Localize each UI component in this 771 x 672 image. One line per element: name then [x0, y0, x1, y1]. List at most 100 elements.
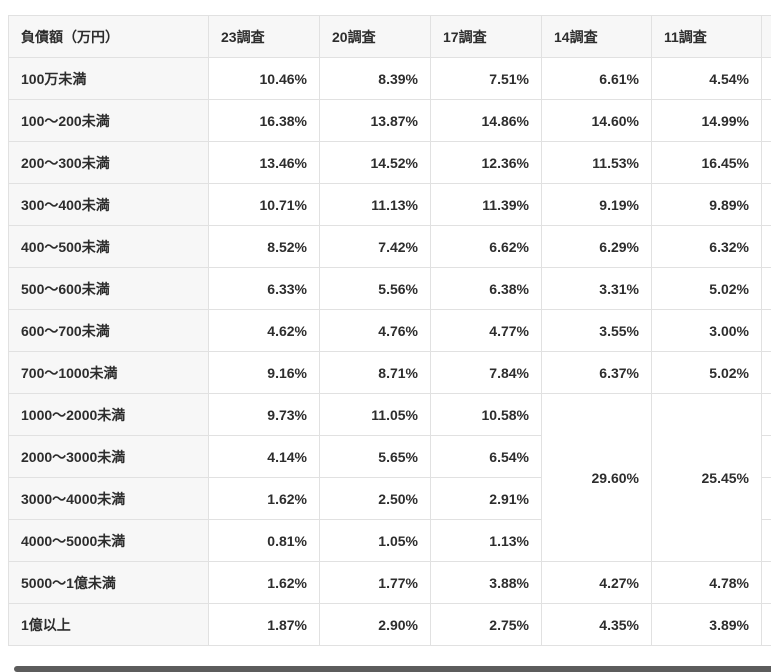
cell-value: 14.60% — [541, 99, 652, 142]
cutoff-cell — [761, 561, 771, 604]
cell-value: 1.05% — [319, 519, 431, 562]
table-row: 300〜400未満 10.71% 11.13% 11.39% 9.19% 9.89% — [8, 183, 771, 226]
cell-value: 2.75% — [430, 603, 542, 646]
cell-value: 3.31% — [541, 267, 652, 310]
cell-value: 5.65% — [319, 435, 431, 478]
table-row: 200〜300未満 13.46% 14.52% 12.36% 11.53% 16.45% — [8, 141, 771, 184]
table-row: 400〜500未満 8.52% 7.42% 6.62% 6.29% 6.32% — [8, 225, 771, 268]
cell-value: 6.54% — [430, 435, 542, 478]
col-header-survey-23: 23調査 — [208, 15, 320, 58]
table-row: 4000〜5000未満 0.81% 1.05% 1.13% — [8, 519, 771, 562]
cell-value: 1.87% — [208, 603, 320, 646]
cell-value: 1.62% — [208, 561, 320, 604]
cell-value: 6.32% — [651, 225, 762, 268]
cutoff-cell — [761, 141, 771, 184]
cell-value: 5.56% — [319, 267, 431, 310]
cutoff-cell — [761, 351, 771, 394]
cell-value: 2.50% — [319, 477, 431, 520]
cell-value: 6.61% — [541, 57, 652, 100]
cell-value: 2.91% — [430, 477, 542, 520]
cell-value: 8.39% — [319, 57, 431, 100]
row-label: 400〜500未満 — [8, 225, 209, 268]
cell-value: 6.38% — [430, 267, 542, 310]
cell-value: 6.33% — [208, 267, 320, 310]
cell-value: 14.99% — [651, 99, 762, 142]
cutoff-cell — [761, 183, 771, 226]
cutoff-cell — [761, 519, 771, 562]
cell-value: 3.89% — [651, 603, 762, 646]
cell-value: 14.86% — [430, 99, 542, 142]
col-header-cutoff — [761, 15, 771, 58]
cutoff-cell — [761, 57, 771, 100]
scrollbar-thumb[interactable] — [14, 666, 771, 672]
cutoff-cell — [761, 309, 771, 352]
cell-value: 4.76% — [319, 309, 431, 352]
row-label: 3000〜4000未満 — [8, 477, 209, 520]
merged-cell-value: 25.45% — [651, 393, 762, 562]
cell-value: 13.87% — [319, 99, 431, 142]
cell-value: 7.51% — [430, 57, 542, 100]
row-label: 500〜600未満 — [8, 267, 209, 310]
row-label: 1億以上 — [8, 603, 209, 646]
cell-value: 4.77% — [430, 309, 542, 352]
debt-amount-table: 負債額（万円） 23調査 20調査 17調査 14調査 11調査 100万未満 1… — [8, 15, 771, 646]
cell-value: 3.88% — [430, 561, 542, 604]
cell-value: 9.16% — [208, 351, 320, 394]
table-row: 500〜600未満 6.33% 5.56% 6.38% 3.31% 5.02% — [8, 267, 771, 310]
row-label: 5000〜1億未満 — [8, 561, 209, 604]
cell-value: 13.46% — [208, 141, 320, 184]
cutoff-cell — [761, 435, 771, 478]
cutoff-cell — [761, 267, 771, 310]
cutoff-cell — [761, 393, 771, 436]
row-label: 100〜200未満 — [8, 99, 209, 142]
cutoff-cell — [761, 99, 771, 142]
cell-value: 8.52% — [208, 225, 320, 268]
cutoff-cell — [761, 225, 771, 268]
cell-value: 11.05% — [319, 393, 431, 436]
cell-value: 7.42% — [319, 225, 431, 268]
cell-value: 6.62% — [430, 225, 542, 268]
cell-value: 3.55% — [541, 309, 652, 352]
cell-value: 9.73% — [208, 393, 320, 436]
col-header-debt-amount: 負債額（万円） — [8, 15, 209, 58]
cell-value: 4.35% — [541, 603, 652, 646]
cell-value: 4.78% — [651, 561, 762, 604]
cell-value: 9.19% — [541, 183, 652, 226]
table-body: 100万未満 10.46% 8.39% 7.51% 6.61% 4.54% 100〜200未… — [8, 57, 771, 646]
col-header-survey-17: 17調査 — [430, 15, 542, 58]
cell-value: 5.02% — [651, 267, 762, 310]
table-row: 100〜200未満 16.38% 13.87% 14.86% 14.60% 14.99% — [8, 99, 771, 142]
table-viewport: 負債額（万円） 23調査 20調査 17調査 14調査 11調査 100万未満 1… — [8, 15, 771, 665]
cell-value: 6.37% — [541, 351, 652, 394]
cell-value: 2.90% — [319, 603, 431, 646]
cell-value: 10.71% — [208, 183, 320, 226]
row-label: 100万未満 — [8, 57, 209, 100]
merged-cell-value: 29.60% — [541, 393, 652, 562]
cell-value: 8.71% — [319, 351, 431, 394]
row-label: 300〜400未満 — [8, 183, 209, 226]
row-label: 4000〜5000未満 — [8, 519, 209, 562]
cell-value: 4.14% — [208, 435, 320, 478]
cell-value: 10.46% — [208, 57, 320, 100]
cell-value: 1.77% — [319, 561, 431, 604]
table-row: 5000〜1億未満 1.62% 1.77% 3.88% 4.27% 4.78% — [8, 561, 771, 604]
table-row: 1億以上 1.87% 2.90% 2.75% 4.35% 3.89% — [8, 603, 771, 646]
col-header-survey-14: 14調査 — [541, 15, 652, 58]
table-row: 100万未満 10.46% 8.39% 7.51% 6.61% 4.54% — [8, 57, 771, 100]
table-row: 600〜700未満 4.62% 4.76% 4.77% 3.55% 3.00% — [8, 309, 771, 352]
table-row: 1000〜2000未満 9.73% 11.05% 10.58% 29.60% 25.45% — [8, 393, 771, 562]
cell-value: 1.62% — [208, 477, 320, 520]
table-row: 700〜1000未満 9.16% 8.71% 7.84% 6.37% 5.02% — [8, 351, 771, 394]
row-label: 200〜300未満 — [8, 141, 209, 184]
cell-value: 16.38% — [208, 99, 320, 142]
cell-value: 5.02% — [651, 351, 762, 394]
cell-value: 12.36% — [430, 141, 542, 184]
horizontal-scrollbar[interactable] — [14, 666, 771, 672]
cell-value: 4.54% — [651, 57, 762, 100]
cell-value: 14.52% — [319, 141, 431, 184]
col-header-survey-11: 11調査 — [651, 15, 762, 58]
row-label: 2000〜3000未満 — [8, 435, 209, 478]
cell-value: 7.84% — [430, 351, 542, 394]
cell-value: 11.39% — [430, 183, 542, 226]
